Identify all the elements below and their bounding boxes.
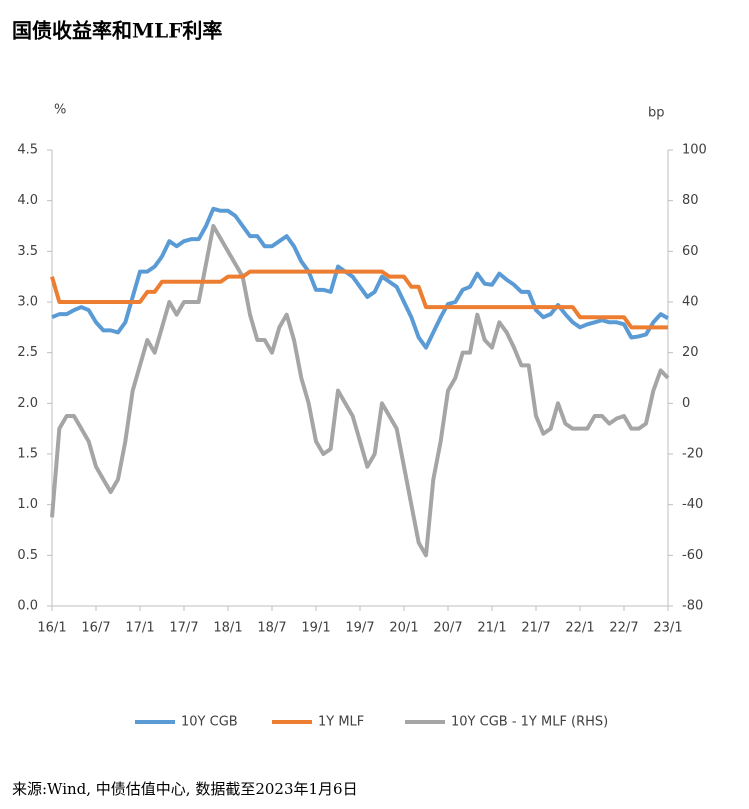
x-tick-label: 16/1 [37, 621, 66, 636]
x-tick-label: 17/1 [125, 621, 154, 636]
y2-tick-label: -40 [682, 497, 703, 512]
y-axis-label: % [54, 103, 66, 118]
source-note: 来源:Wind, 中债估值中心, 数据截至2023年1月6日 [12, 780, 358, 798]
y2-tick-label: -60 [682, 548, 703, 563]
x-tick-label: 16/7 [81, 621, 110, 636]
y-tick-label: 0.0 [17, 599, 38, 614]
x-tick-label: 18/7 [257, 621, 286, 636]
y2-tick-label: 20 [682, 345, 699, 360]
legend-label: 10Y CGB - 1Y MLF (RHS) [451, 715, 608, 730]
y-tick-label: 2.0 [17, 396, 38, 411]
y2-tick-label: 100 [682, 143, 707, 158]
y2-tick-label: 0 [682, 396, 690, 411]
x-tick-label: 23/1 [653, 621, 682, 636]
x-tick-label: 22/7 [609, 621, 638, 636]
x-tick-label: 20/7 [433, 621, 462, 636]
x-tick-label: 22/1 [565, 621, 594, 636]
y-tick-label: 0.5 [17, 548, 38, 563]
legend-label: 10Y CGB [181, 715, 238, 730]
x-tick-label: 18/1 [213, 621, 242, 636]
y-tick-label: 2.5 [17, 345, 38, 360]
series-line [50, 224, 670, 558]
series-line [50, 269, 668, 330]
y2-tick-label: -80 [682, 599, 703, 614]
x-tick-label: 17/7 [169, 621, 198, 636]
y-tick-label: 4.0 [17, 193, 38, 208]
y2-tick-label: 60 [682, 244, 699, 259]
x-tick-label: 19/7 [345, 621, 374, 636]
x-tick-label: 21/7 [521, 621, 550, 636]
y-tick-label: 4.5 [17, 143, 38, 158]
y-tick-label: 1.5 [17, 447, 38, 462]
y2-tick-label: 40 [682, 295, 699, 310]
x-tick-label: 19/1 [301, 621, 330, 636]
y2-tick-label: 80 [682, 193, 699, 208]
x-tick-label: 20/1 [389, 621, 418, 636]
y2-tick-label: -20 [682, 447, 703, 462]
y2-axis-label: bp [648, 106, 665, 121]
legend-label: 1Y MLF [318, 715, 364, 730]
y-tick-label: 1.0 [17, 497, 38, 512]
x-tick-label: 21/1 [477, 621, 506, 636]
y-tick-label: 3.0 [17, 295, 38, 310]
series-line [51, 206, 669, 350]
chart-title: 国债收益率和MLF利率 [12, 19, 222, 43]
y-tick-label: 3.5 [17, 244, 38, 259]
